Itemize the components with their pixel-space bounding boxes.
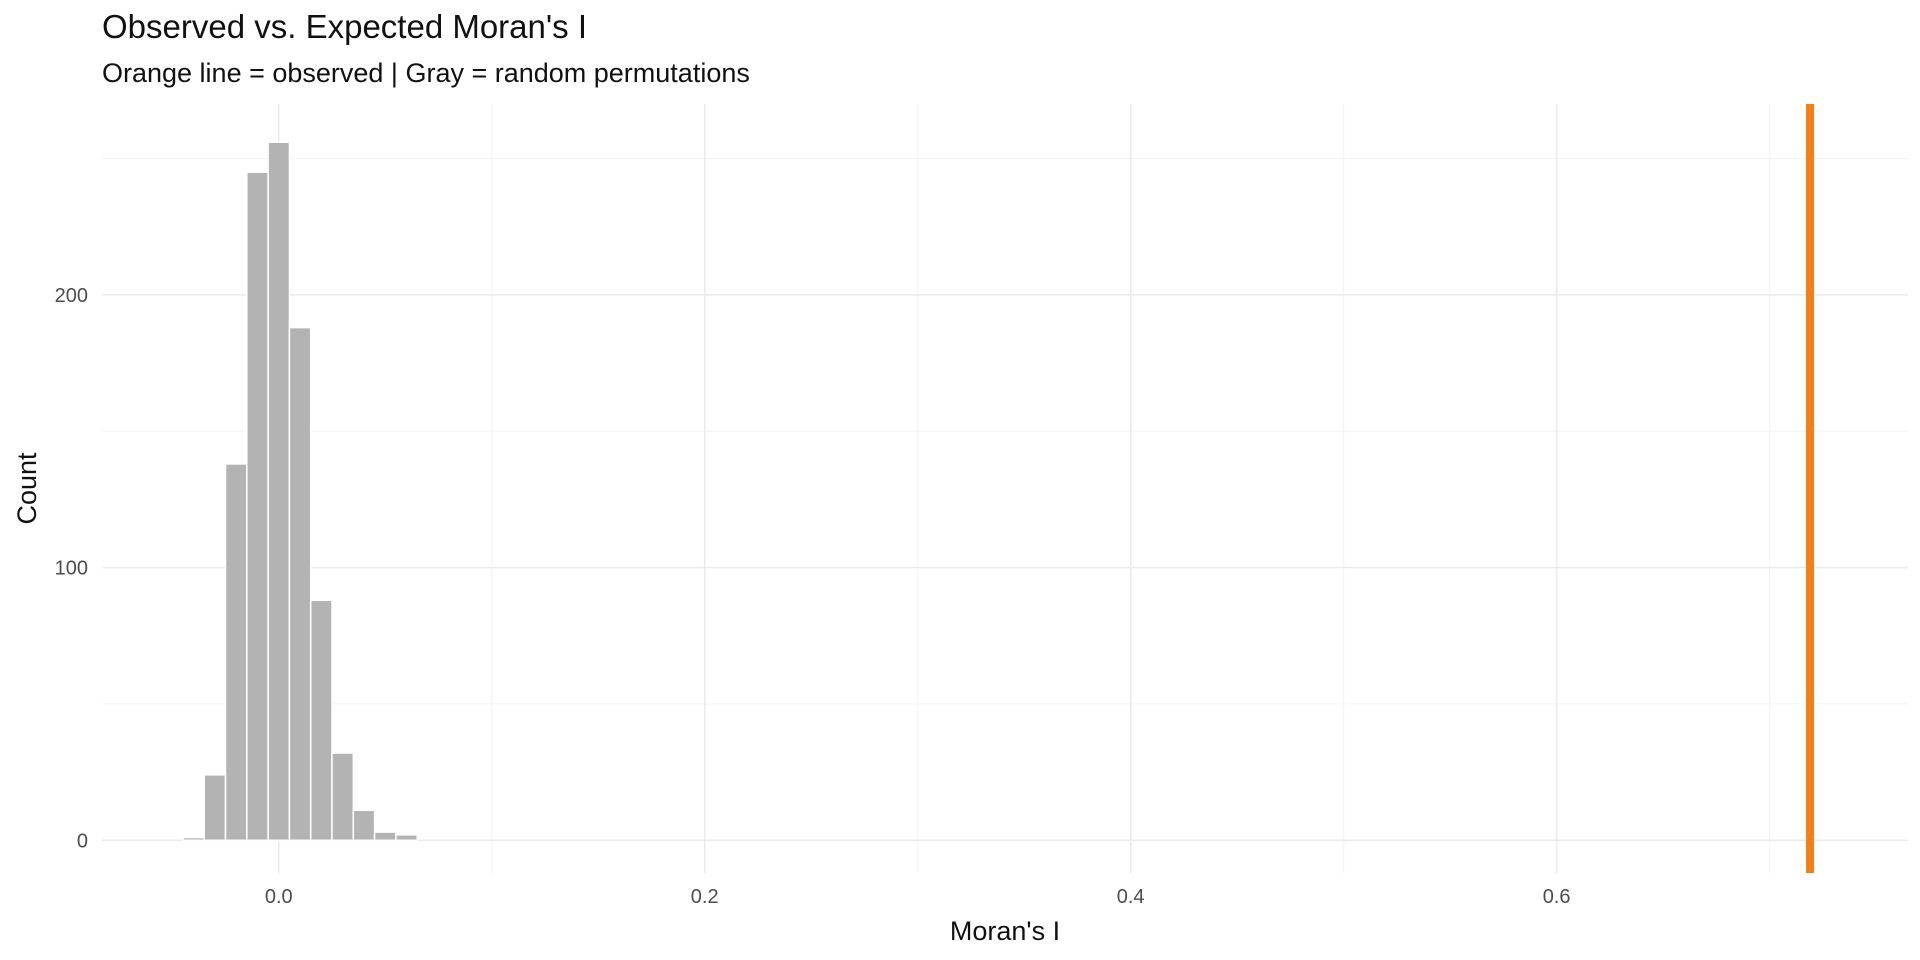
histogram-bar-2 [224,463,248,842]
histogram-bar-0 [182,836,205,842]
chart-title: Observed vs. Expected Moran's I [102,8,588,45]
histogram-bar-10 [395,834,418,842]
histogram-bar-4 [267,141,291,842]
histogram-bar-8 [352,809,376,842]
y-axis-title: Count [12,452,42,525]
chart-subtitle: Orange line = observed | Gray = random p… [102,58,750,88]
minor-gridlines [102,104,1908,873]
x-tick-label-3: 0.6 [1543,886,1571,908]
y-tick-label-1: 100 [55,558,88,580]
x-tick-label-2: 0.4 [1117,886,1145,908]
histogram-bar-3 [246,171,269,842]
y-tick-label-2: 200 [55,285,88,307]
y-axis-tick-labels: 0 100 200 [55,285,88,852]
x-axis-title: Moran's I [950,916,1060,946]
major-gridlines [102,104,1908,873]
x-axis-tick-labels: 0.0 0.2 0.4 0.6 [265,886,1571,908]
histogram-bar-5 [288,326,312,842]
histogram-bar-7 [331,752,355,842]
histogram-bar-1 [203,774,227,842]
histogram-bars [182,141,418,842]
histogram-bar-9 [373,831,397,842]
y-tick-label-0: 0 [77,830,88,852]
x-tick-label-0: 0.0 [265,886,293,908]
histogram-bar-6 [309,599,333,842]
x-tick-label-1: 0.2 [691,886,719,908]
